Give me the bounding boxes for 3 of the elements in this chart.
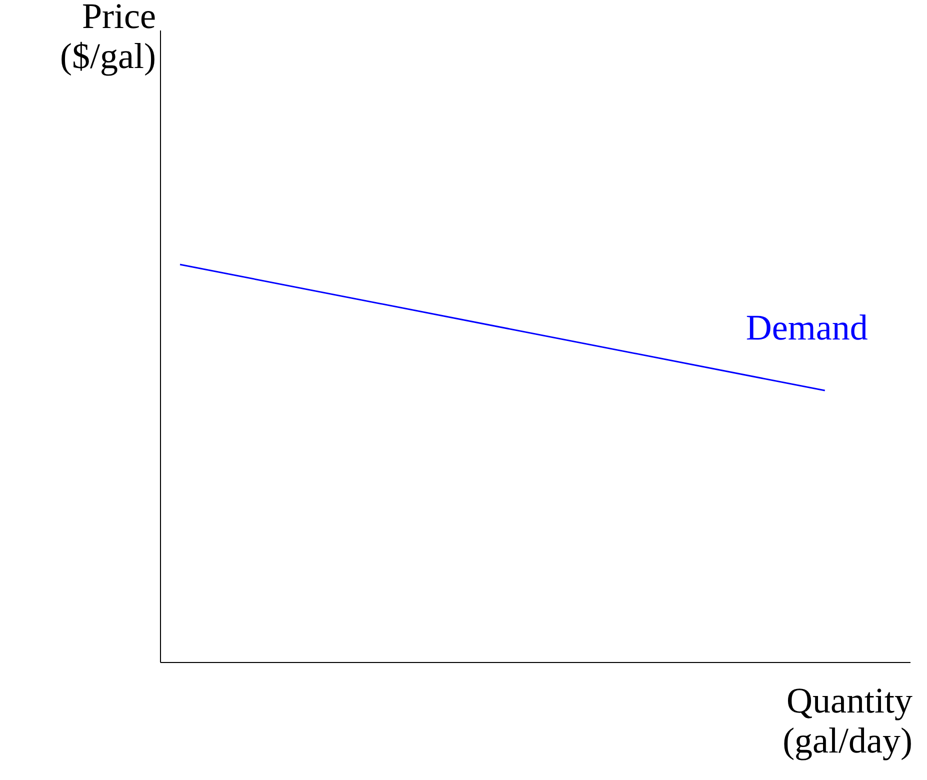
x-axis-title: Quantity (gal/day)	[782, 680, 912, 760]
series-label: Demand	[746, 308, 868, 348]
text: Price ($/gal)	[60, 0, 156, 76]
